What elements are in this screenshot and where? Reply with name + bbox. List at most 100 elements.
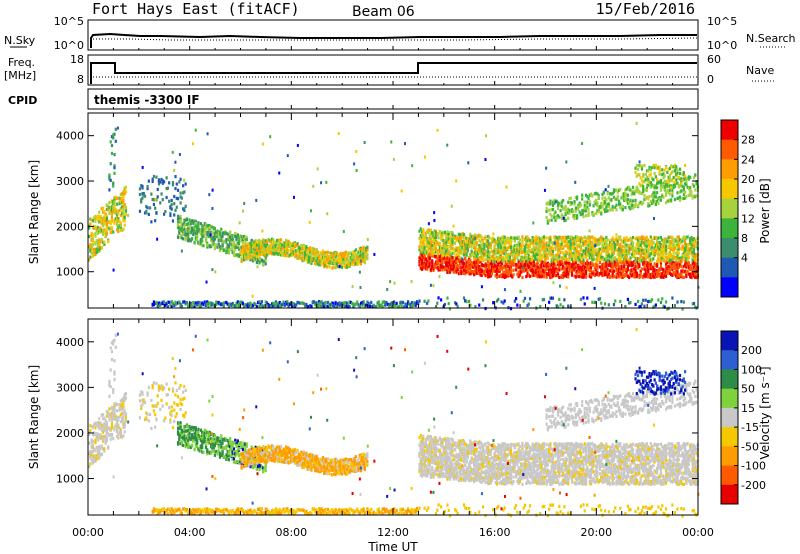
power-echo-point	[462, 264, 466, 268]
power-echo-point	[600, 251, 603, 255]
power-echo-point	[255, 243, 258, 247]
power-echo-point	[178, 216, 181, 220]
power-echo-point	[157, 178, 161, 182]
power-echo-point	[231, 234, 234, 238]
power-echo-point	[621, 270, 624, 274]
power-echo-point	[488, 265, 491, 270]
power-echo-point	[329, 253, 332, 257]
power-echo-point	[187, 235, 190, 239]
power-echo-point	[531, 267, 534, 272]
power-echo-point	[433, 254, 436, 259]
power-echo-point	[93, 224, 96, 228]
power-echo-point	[347, 253, 350, 257]
power-echo-point	[535, 271, 538, 275]
power-echo-point	[475, 266, 478, 270]
power-echo-point	[426, 262, 429, 267]
power-echo-point	[361, 256, 364, 260]
power-echo-point	[251, 245, 255, 250]
power-echo-point	[464, 235, 467, 239]
power-echo-point	[240, 238, 243, 242]
power-echo-point	[497, 263, 500, 267]
power-echo-point	[323, 254, 326, 259]
power-echo-point	[420, 267, 424, 271]
power-echo-point	[169, 211, 172, 216]
power-echo-point	[118, 223, 121, 228]
power-echo-point	[522, 255, 525, 260]
power-echo-point	[121, 205, 124, 209]
power-echo-point	[579, 244, 583, 248]
power-echo-point	[141, 192, 144, 196]
power-echo-point	[431, 243, 434, 248]
power-echo-point	[101, 219, 105, 223]
power-echo-point	[118, 208, 121, 213]
power-echo-point	[345, 259, 349, 263]
power-echo-point	[549, 275, 552, 280]
power-echo-point	[311, 250, 314, 254]
power-echo-point	[108, 173, 111, 177]
power-echo-point	[122, 193, 125, 197]
power-echo-point	[634, 268, 637, 272]
power-echo-point	[162, 180, 166, 184]
power-echo-point	[201, 239, 204, 243]
power-echo-point	[321, 252, 325, 256]
power-echo-point	[685, 274, 688, 279]
power-echo-point	[431, 254, 434, 258]
power-echo-point	[545, 245, 548, 250]
power-echo-point	[537, 274, 541, 278]
power-echo-point	[240, 252, 243, 256]
power-echo-point	[286, 239, 289, 244]
power-echo-point	[340, 262, 344, 266]
power-echo-point	[318, 258, 321, 262]
power-echo-point	[489, 274, 492, 278]
power-echo-point	[446, 253, 449, 257]
noise-panel: N.Sky 10^5 10^0 10^5 10^0 N.Search	[4, 15, 796, 52]
power-echo-point	[286, 249, 289, 253]
power-echo-point	[143, 194, 147, 198]
noise-right-tick-bottom: 10^0	[707, 39, 737, 52]
power-echo-point	[633, 251, 636, 256]
power-echo-point	[497, 248, 500, 253]
power-echo-point	[545, 253, 548, 257]
power-echo-point	[174, 187, 177, 191]
power-echo-point	[503, 265, 506, 269]
power-echo-point	[202, 226, 205, 230]
power-echo-point	[520, 265, 523, 270]
power-echo-point	[184, 231, 187, 235]
power-echo-point	[440, 231, 443, 235]
power-echo-point	[460, 266, 463, 270]
power-echo-point	[422, 227, 425, 232]
power-echo-point	[467, 237, 471, 241]
power-echo-point	[117, 226, 120, 230]
power-echo-point	[459, 265, 462, 269]
power-echo-point	[493, 266, 496, 270]
power-echo-point	[324, 263, 327, 268]
power-echo-point	[264, 239, 267, 243]
power-echo-point	[498, 256, 501, 260]
power-echo-point	[321, 249, 325, 253]
power-echo-point	[193, 219, 196, 223]
power-echo-point	[626, 268, 630, 272]
power-echo-point	[98, 217, 101, 221]
power-echo-point	[428, 256, 431, 260]
power-echo-point	[237, 240, 241, 244]
power-echo-point	[558, 275, 561, 280]
power-echo-point	[471, 265, 474, 269]
power-echo-point	[222, 231, 225, 235]
power-echo-point	[122, 219, 125, 223]
power-echo-point	[112, 230, 115, 234]
power-echo-point	[296, 256, 299, 260]
power-echo-point	[365, 247, 368, 252]
power-echo-point	[419, 257, 422, 261]
power-echo-point	[95, 228, 98, 232]
power-echo-point	[160, 177, 163, 182]
power-echo-point	[267, 245, 270, 249]
power-echo-point	[442, 239, 445, 243]
power-echo-point	[460, 236, 463, 240]
power-echo-point	[179, 225, 182, 229]
power-echo-point	[447, 240, 450, 244]
power-echo-point	[307, 258, 311, 262]
power-echo-point	[530, 250, 533, 254]
power-echo-point	[190, 229, 194, 233]
power-echo-point	[212, 235, 215, 239]
power-echo-point	[620, 264, 623, 268]
